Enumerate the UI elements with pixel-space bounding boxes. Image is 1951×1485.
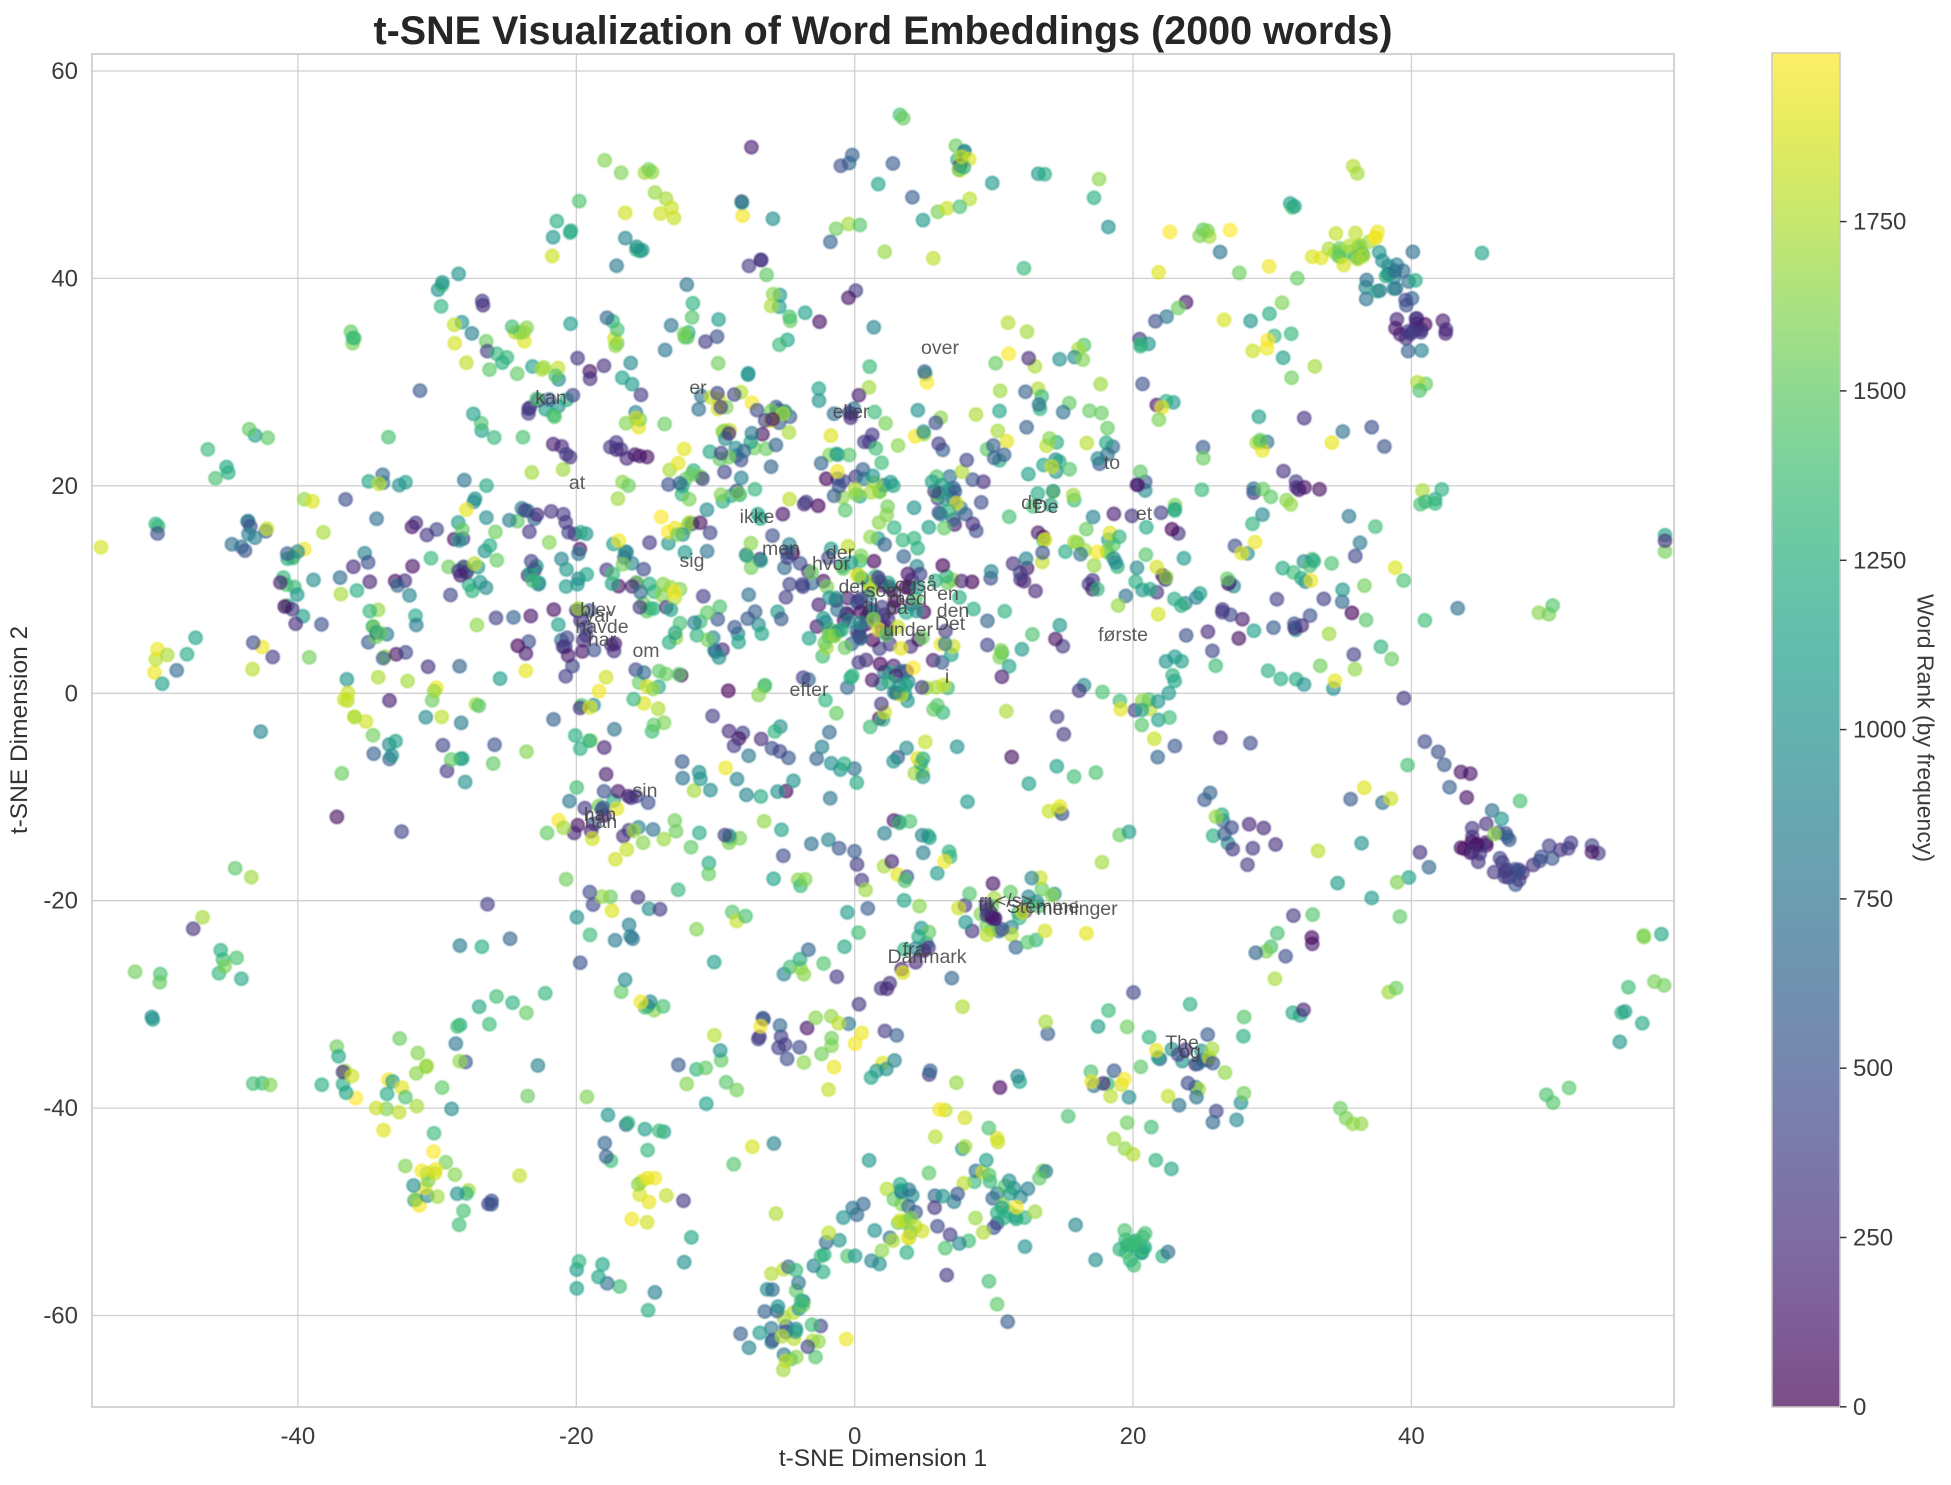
svg-text:60: 60 (51, 58, 78, 85)
svg-text:også: også (895, 574, 937, 596)
svg-text:en: en (937, 583, 959, 605)
svg-text:var: var (584, 605, 612, 627)
svg-text:blev: blev (580, 599, 616, 621)
svg-text:20: 20 (51, 473, 78, 500)
svg-text:meninger: meninger (1036, 898, 1118, 920)
svg-text:hvor: hvor (812, 553, 850, 575)
svg-text:om: om (632, 640, 659, 662)
svg-text:og: og (1179, 1041, 1201, 1063)
svg-text:250: 250 (1853, 1225, 1893, 1252)
svg-text:der: der (826, 542, 855, 564)
svg-text:et: et (1136, 503, 1153, 525)
svg-text:han: han (585, 811, 618, 833)
svg-text:1000: 1000 (1853, 717, 1906, 744)
svg-text:ikke: ikke (740, 506, 775, 528)
svg-text:t-SNE Dimension 2: t-SNE Dimension 2 (6, 626, 33, 834)
svg-text:havde: havde (575, 616, 628, 638)
svg-text:0: 0 (848, 1423, 861, 1450)
svg-text:1500: 1500 (1853, 378, 1906, 405)
svg-text:-40: -40 (43, 1095, 78, 1122)
svg-text:fik: fik (978, 894, 998, 916)
svg-text:-20: -20 (559, 1423, 594, 1450)
svg-text:20: 20 (1120, 1423, 1147, 1450)
svg-text:over: over (921, 337, 959, 359)
svg-text:Det: Det (935, 613, 966, 635)
svg-text:500: 500 (1853, 1055, 1893, 1082)
svg-text:0: 0 (65, 680, 78, 707)
svg-text:fra: fra (903, 939, 926, 961)
svg-text:0: 0 (1853, 1394, 1866, 1421)
svg-text:Danmark: Danmark (887, 946, 966, 968)
svg-text:40: 40 (51, 265, 78, 292)
svg-text:har: har (588, 629, 617, 651)
svg-text:750: 750 (1853, 886, 1893, 913)
svg-text:-60: -60 (43, 1303, 78, 1330)
svg-text:kan: kan (535, 387, 566, 409)
svg-text:i: i (945, 666, 949, 688)
svg-text:det: det (838, 576, 866, 598)
svg-text:t-SNE Visualization of Word Em: t-SNE Visualization of Word Embeddings (… (373, 9, 1392, 53)
svg-text:er: er (689, 377, 707, 399)
svg-text:Stemme: Stemme (1007, 896, 1080, 918)
svg-text:den: den (937, 600, 970, 622)
svg-text:under: under (883, 619, 933, 641)
svg-text:men: men (762, 538, 800, 560)
svg-text:eller: eller (833, 401, 870, 423)
svg-text:to: to (1104, 452, 1120, 474)
svg-text:til: til (864, 595, 878, 617)
svg-text:-40: -40 (281, 1423, 316, 1450)
svg-text:de: de (1021, 492, 1043, 514)
svg-text:han: han (584, 804, 617, 826)
svg-text:1250: 1250 (1853, 547, 1906, 574)
svg-text:sig: sig (680, 550, 705, 572)
svg-text:at: at (569, 472, 586, 494)
svg-text:efter: efter (789, 679, 829, 701)
svg-text:-20: -20 (43, 888, 78, 915)
svg-text:</s>: </s> (995, 890, 1033, 912)
svg-text:Word Rank (by frequency): Word Rank (by frequency) (1913, 594, 1939, 862)
svg-text:1750: 1750 (1853, 209, 1906, 236)
svg-text:som: som (866, 580, 903, 602)
svg-text:på: på (886, 597, 908, 619)
svg-text:The: The (1165, 1032, 1199, 1054)
svg-text:De: De (1034, 496, 1059, 518)
svg-text:40: 40 (1398, 1423, 1425, 1450)
svg-text:første: første (1098, 624, 1148, 646)
svg-text:med: med (889, 588, 927, 610)
svg-text:t-SNE Dimension 1: t-SNE Dimension 1 (779, 1445, 987, 1472)
svg-text:sin: sin (633, 780, 658, 802)
